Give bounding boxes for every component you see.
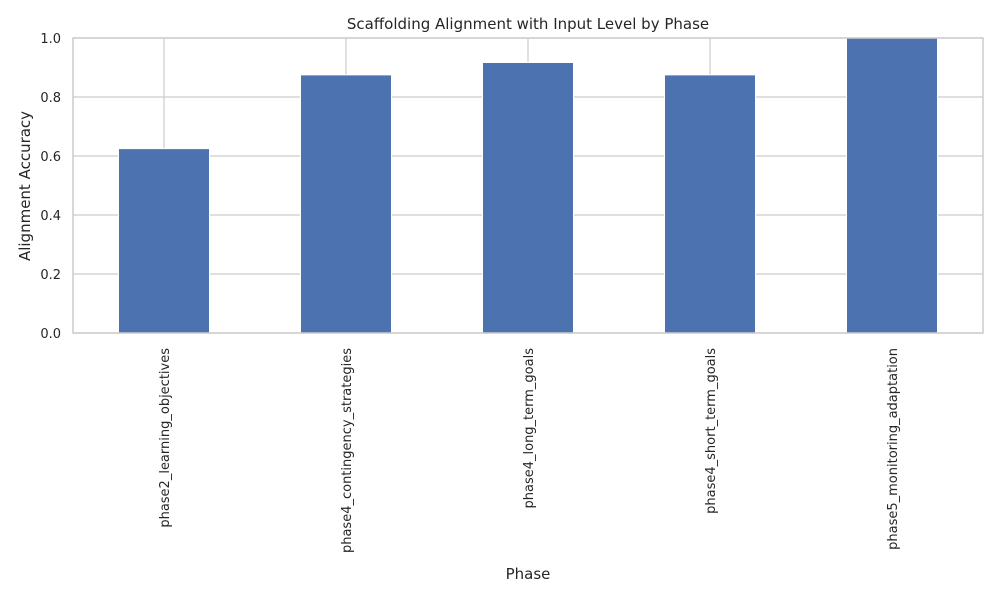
y-tick-labels: 0.0 0.2 0.4 0.6 0.8 1.0 — [40, 32, 61, 342]
plot-frame — [72, 37, 984, 334]
x-tick-label: phase2_learning_objectives — [158, 348, 173, 528]
bar-phase4_long_term_goals — [482, 61, 574, 334]
bar-phase4_contingency_strategies — [300, 74, 392, 334]
x-axis-title: Phase — [506, 565, 551, 583]
bar-phase2_learning_objectives — [118, 148, 210, 334]
chart-title: Scaffolding Alignment with Input Level b… — [347, 15, 709, 33]
x-tick-label: phase4_short_term_goals — [704, 348, 719, 514]
plot-border — [72, 37, 984, 334]
bar-phase5_monitoring_adaptation — [846, 37, 938, 334]
y-tick-label: 1.0 — [40, 32, 61, 47]
x-tick-label: phase5_monitoring_adaptation — [886, 348, 901, 550]
bars — [118, 37, 938, 334]
y-tick-label: 0.0 — [40, 327, 61, 342]
y-axis-title: Alignment Accuracy — [16, 111, 34, 261]
y-tick-label: 0.6 — [40, 150, 61, 165]
x-tick-label: phase4_contingency_strategies — [340, 348, 355, 553]
y-tick-label: 0.8 — [40, 91, 61, 106]
x-tick-labels: phase2_learning_objectives phase4_conting… — [158, 348, 901, 553]
y-tick-label: 0.2 — [40, 268, 61, 283]
bar-phase4_short_term_goals — [664, 74, 756, 334]
x-tick-label: phase4_long_term_goals — [522, 348, 537, 509]
y-tick-label: 0.4 — [40, 209, 61, 224]
